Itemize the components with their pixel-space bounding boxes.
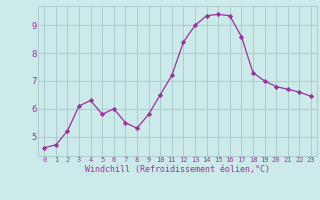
X-axis label: Windchill (Refroidissement éolien,°C): Windchill (Refroidissement éolien,°C) [85, 165, 270, 174]
